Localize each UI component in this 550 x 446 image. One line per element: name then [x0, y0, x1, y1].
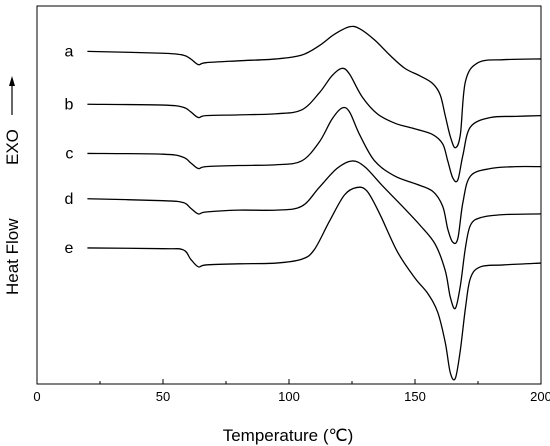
series-line-c: [87, 106, 542, 245]
series-line-a: [87, 25, 542, 149]
series-line-d: [87, 160, 542, 310]
series-line-b: [87, 67, 542, 183]
curves: a b c d e: [64, 25, 542, 381]
exo-direction-indicator: EXO: [3, 76, 22, 165]
x-tick-label: 0: [33, 389, 40, 404]
exo-arrow-head-icon: [9, 76, 15, 86]
x-tick-label: 200: [530, 389, 550, 404]
plot-frame: [36, 5, 542, 385]
y-axis-title-text: Heat Flow: [3, 218, 22, 295]
x-tick-label: 50: [156, 389, 170, 404]
exo-label: EXO: [3, 129, 22, 165]
series-label-c: c: [65, 145, 73, 162]
x-tick-label: 100: [278, 389, 300, 404]
series-label-b: b: [64, 96, 73, 113]
x-axis-title: Temperature (℃): [223, 426, 354, 445]
x-tick-label: 150: [404, 389, 426, 404]
series-label-d: d: [64, 191, 73, 208]
x-axis-ticks: 0 50 100 150 200: [33, 379, 550, 404]
series-label-e: e: [64, 240, 73, 257]
series-line-e: [87, 186, 542, 381]
y-axis-title: Heat Flow: [3, 218, 22, 295]
series-label-a: a: [64, 43, 73, 60]
